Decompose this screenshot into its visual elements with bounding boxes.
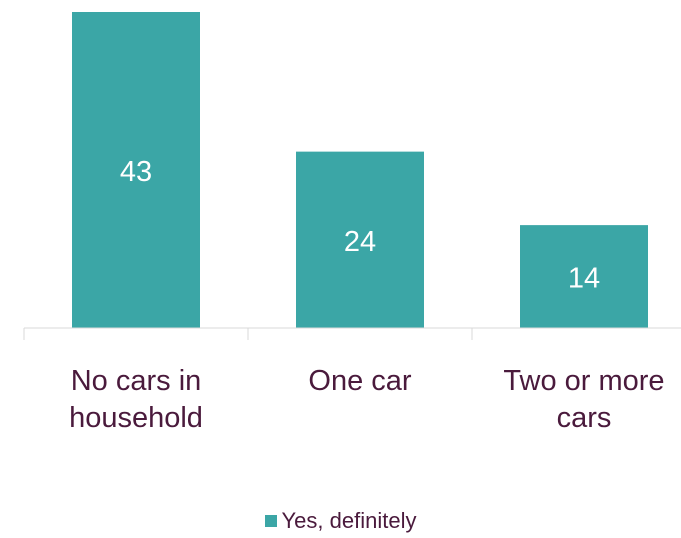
bar-labels-group: 43 24 14 bbox=[120, 156, 600, 295]
category-label: One car bbox=[308, 365, 411, 397]
bar bbox=[520, 225, 648, 328]
bars-group bbox=[72, 12, 648, 328]
bar bbox=[72, 12, 200, 328]
legend-label: Yes, definitely bbox=[281, 508, 417, 533]
bar-chart: 43 24 14 No cars in household One car Two or … bbox=[23, 12, 681, 434]
category-label-line: Two or more bbox=[503, 365, 664, 397]
category-label-line: cars bbox=[557, 402, 612, 434]
category-label: Two or more cars bbox=[503, 365, 664, 434]
bar-value-label: 14 bbox=[568, 263, 600, 295]
category-label-line: No cars in bbox=[71, 365, 202, 397]
category-labels-group: No cars in household One car Two or more car… bbox=[69, 365, 665, 434]
bar-value-label: 43 bbox=[120, 156, 152, 188]
category-label-line: One car bbox=[308, 365, 411, 397]
category-label: No cars in household bbox=[69, 365, 203, 434]
bar bbox=[296, 151, 424, 328]
bar-value-label: 24 bbox=[344, 226, 376, 258]
category-label-line: household bbox=[69, 402, 203, 434]
legend-swatch bbox=[264, 515, 277, 527]
legend: Yes, definitely bbox=[0, 508, 681, 534]
x-axis bbox=[23, 327, 681, 340]
